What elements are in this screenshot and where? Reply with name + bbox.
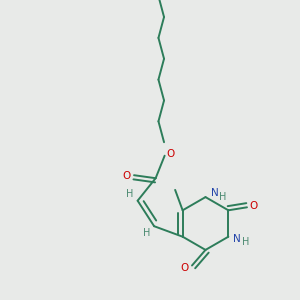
- Text: O: O: [181, 263, 189, 273]
- Text: H: H: [143, 228, 151, 238]
- Text: H: H: [219, 192, 226, 202]
- Text: O: O: [249, 201, 258, 211]
- Text: O: O: [167, 149, 175, 159]
- Text: H: H: [242, 237, 249, 248]
- Text: N: N: [233, 234, 241, 244]
- Text: O: O: [123, 171, 131, 181]
- Text: N: N: [211, 188, 218, 199]
- Text: H: H: [126, 189, 134, 199]
